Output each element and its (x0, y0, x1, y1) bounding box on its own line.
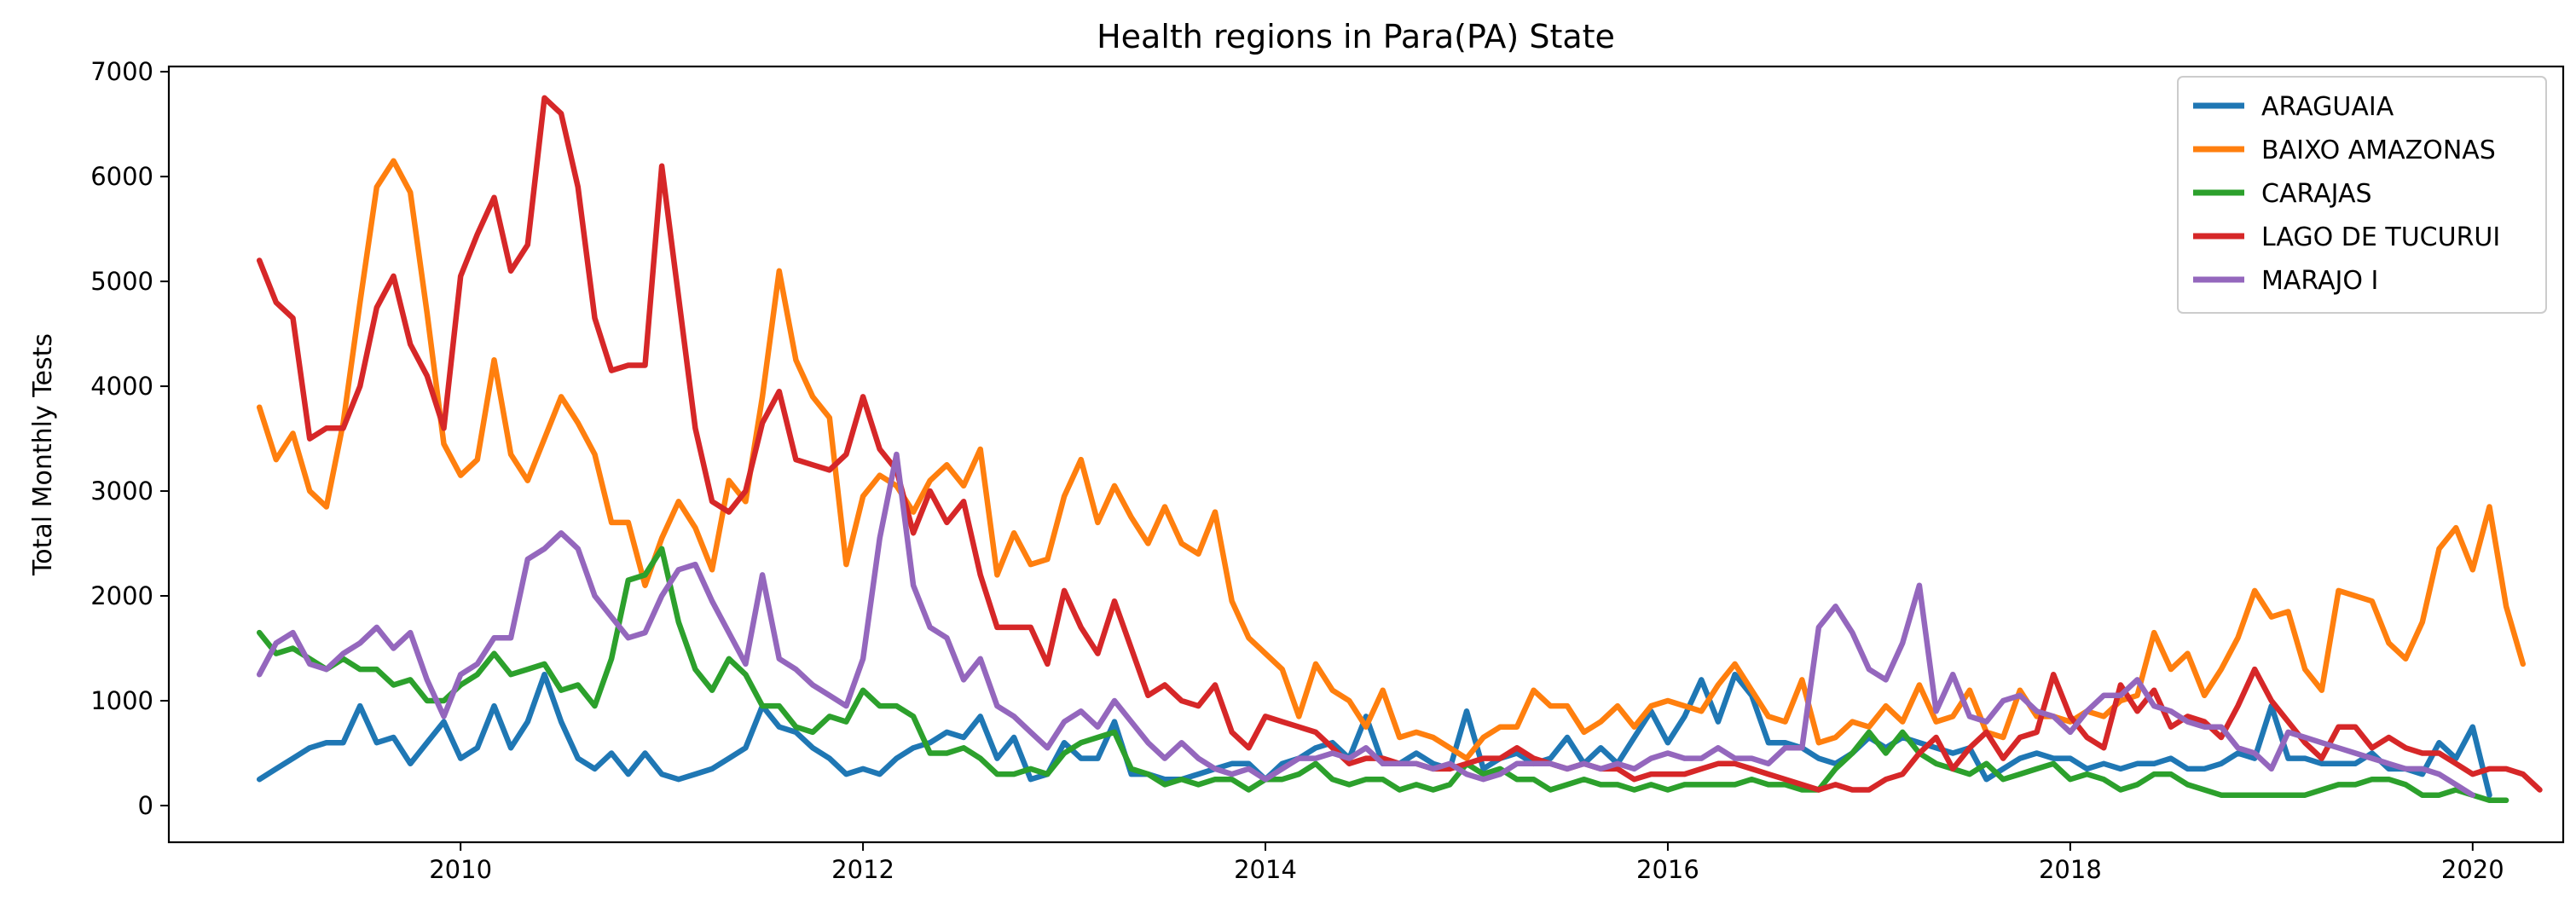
series-line-araguaia (256, 671, 2492, 798)
y-tick-label: 2000 (90, 581, 153, 610)
x-tick-label: 2014 (1234, 855, 1297, 884)
series-line-carajas (256, 546, 2509, 804)
series-line-baixo-amazonas (256, 158, 2527, 761)
y-tick-label: 5000 (90, 267, 153, 296)
series-lines (256, 95, 2543, 804)
y-tick-label: 1000 (90, 686, 153, 715)
x-tick-label: 2016 (1636, 855, 1699, 884)
x-tick-label: 2018 (2039, 855, 2102, 884)
legend-box (2177, 76, 2547, 314)
chart-title: Health regions in Para(PA) State (1097, 18, 1615, 55)
plot-frame (167, 65, 2565, 844)
legend-label: MARAJO I (2261, 266, 2378, 296)
x-tick-label: 2020 (2441, 855, 2504, 884)
legend-label: LAGO DE TUCURUI (2261, 222, 2500, 252)
y-tick-label: 6000 (90, 162, 153, 191)
x-tick-label: 2010 (429, 855, 492, 884)
legend-label: ARAGUAIA (2261, 92, 2394, 122)
y-tick-label: 7000 (90, 57, 153, 86)
x-tick-label: 2012 (831, 855, 894, 884)
y-tick-label: 0 (138, 791, 153, 820)
axis-ticks: 2010 2012 2014 2016 2018 2020 0 1000 2000 3000 400… (90, 57, 2504, 884)
legend-label: BAIXO AMAZONAS (2261, 136, 2496, 165)
legend: ARAGUAIA BAIXO AMAZONAS CARAJAS LAGO DE TUC… (2177, 76, 2547, 314)
y-tick-label: 4000 (90, 372, 153, 401)
y-axis-label: Total Monthly Tests (28, 333, 58, 576)
y-tick-label: 3000 (90, 477, 153, 506)
legend-label: CARAJAS (2261, 179, 2372, 209)
series-line-marajo-i (256, 451, 2476, 798)
